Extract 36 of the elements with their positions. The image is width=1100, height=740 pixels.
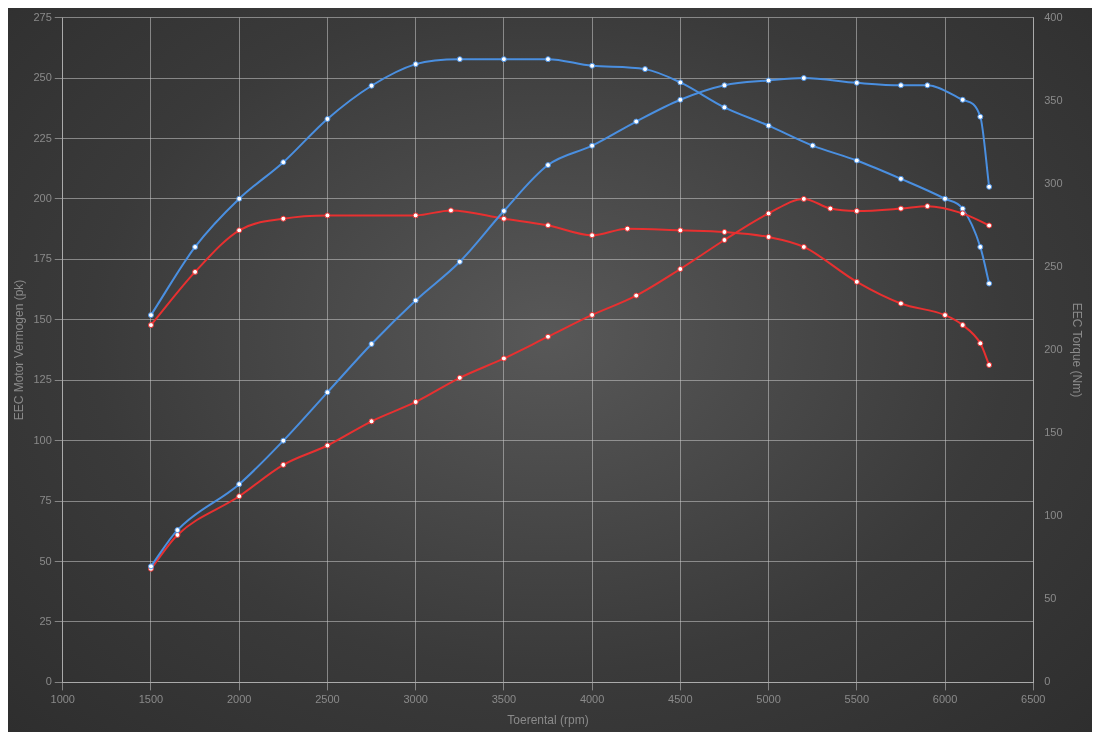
x-tick-label: 4000 <box>579 693 605 706</box>
y-tick-label: 175 <box>33 252 52 265</box>
x-tick-label: 3000 <box>403 693 428 706</box>
y-tick-label: 275 <box>33 10 52 23</box>
y2-axis-title: EEC Torque (Nm) <box>1070 302 1085 398</box>
y2-tick-label: 150 <box>1044 426 1063 439</box>
x-tick-label: 1000 <box>50 693 75 706</box>
x-tick-label: 6500 <box>1021 693 1046 706</box>
y-tick-label: 225 <box>33 131 52 144</box>
y-tick-label: 25 <box>39 614 52 627</box>
x-tick-label: 5500 <box>844 693 870 706</box>
y-tick-label: 75 <box>39 494 52 507</box>
y-tick-label: 150 <box>33 312 52 325</box>
y2-tick-label: 100 <box>1044 509 1063 522</box>
y2-tick-label: 200 <box>1044 343 1063 356</box>
x-tick-label: 2000 <box>226 693 252 706</box>
x-tick-label: 2500 <box>315 693 340 706</box>
y-tick-label: 250 <box>33 71 52 84</box>
y-tick-label: 100 <box>33 433 52 446</box>
x-tick-label: 4500 <box>668 693 693 706</box>
y-tick-label: 50 <box>39 554 52 567</box>
y2-tick-label: 400 <box>1044 10 1063 23</box>
y-axis-title: EEC Motor Vermogen (pk) <box>11 279 26 421</box>
y-tick-label: 125 <box>33 373 52 386</box>
y2-tick-label: 50 <box>1044 592 1057 605</box>
x-tick-label: 1500 <box>138 693 164 706</box>
y2-tick-label: 250 <box>1044 259 1063 272</box>
x-tick-label: 5000 <box>756 693 781 706</box>
x-tick-label: 3500 <box>491 693 517 706</box>
y-tick-label: 0 <box>45 675 52 688</box>
y2-tick-label: 300 <box>1044 176 1063 189</box>
y2-tick-label: 0 <box>1044 675 1051 688</box>
y-tick-label: 200 <box>33 191 52 204</box>
x-tick-label: 6000 <box>932 693 958 706</box>
y2-tick-label: 350 <box>1044 93 1063 106</box>
x-axis-title: Toerental (rpm) <box>507 713 589 728</box>
